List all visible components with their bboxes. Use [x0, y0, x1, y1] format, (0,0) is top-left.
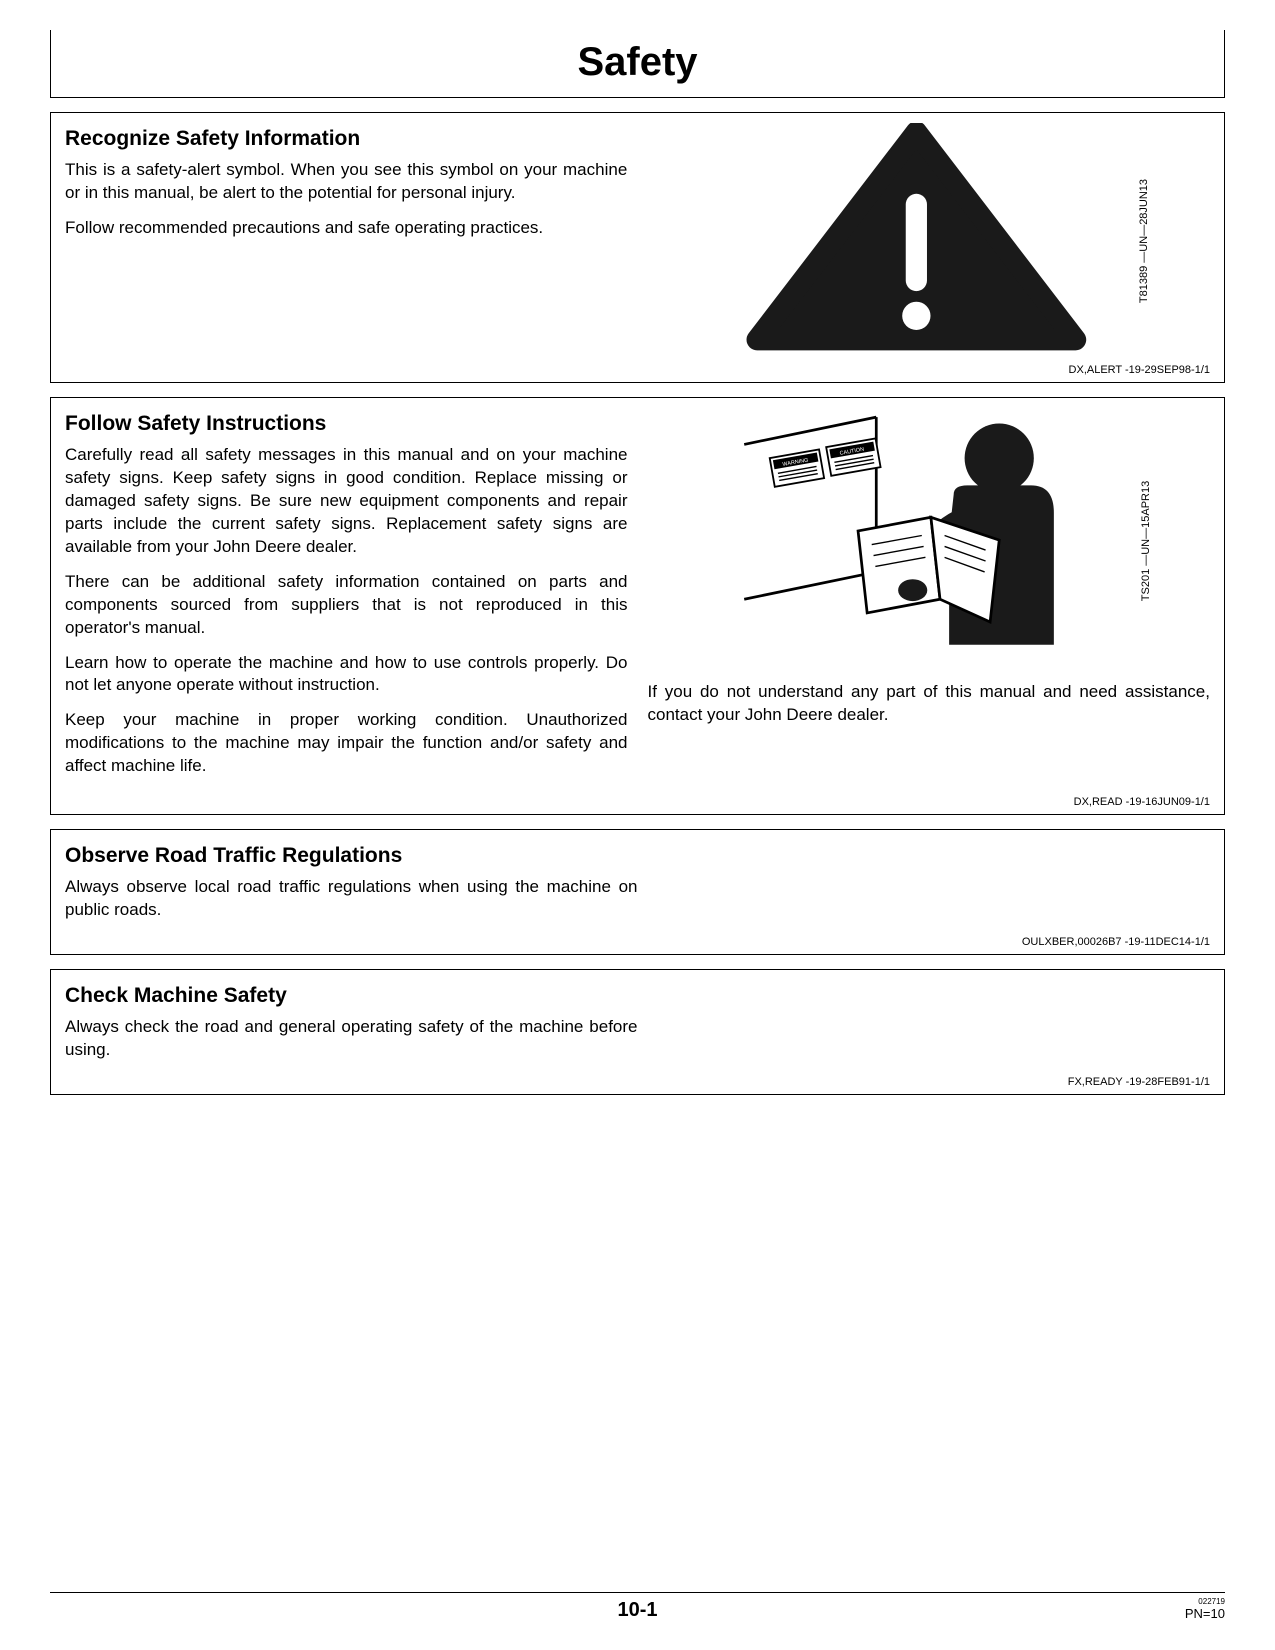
- section-recognize: Recognize Safety Information This is a s…: [50, 112, 1225, 383]
- footer-pn: PN=10: [1185, 1606, 1225, 1621]
- reference-code: FX,READY -19-28FEB91-1/1: [65, 1074, 1210, 1088]
- image-reference: T81389 —UN—28JUN13: [1138, 178, 1150, 302]
- section-title: Follow Safety Instructions: [65, 412, 628, 436]
- paragraph: Carefully read all safety messages in th…: [65, 444, 628, 559]
- section-recognize-figure: T81389 —UN—28JUN13: [647, 123, 1210, 358]
- paragraph: Follow recommended precautions and safe …: [65, 217, 627, 240]
- reference-code: OULXBER,00026B7 -19-11DEC14-1/1: [65, 934, 1210, 948]
- paragraph: Learn how to operate the machine and how…: [65, 652, 628, 698]
- paragraph: This is a safety-alert symbol. When you …: [65, 159, 627, 205]
- section-title: Observe Road Traffic Regulations: [65, 844, 1210, 868]
- section-follow-text-left: Follow Safety Instructions Carefully rea…: [65, 408, 628, 790]
- safety-alert-icon: [647, 123, 1186, 353]
- footer-date-code: 022719: [1185, 1597, 1225, 1606]
- section-title: Recognize Safety Information: [65, 127, 627, 151]
- paragraph: Keep your machine in proper working cond…: [65, 709, 628, 778]
- paragraph: There can be additional safety informati…: [65, 571, 628, 640]
- section-observe: Observe Road Traffic Regulations Always …: [50, 829, 1225, 955]
- reference-code: DX,ALERT -19-29SEP98-1/1: [65, 362, 1210, 376]
- paragraph: Always observe local road traffic regula…: [65, 876, 638, 922]
- section-follow: Follow Safety Instructions Carefully rea…: [50, 397, 1225, 815]
- page: Safety Recognize Safety Information This…: [0, 0, 1275, 1650]
- section-title: Check Machine Safety: [65, 984, 1210, 1008]
- page-title: Safety: [51, 40, 1224, 85]
- footer-right: 022719 PN=10: [1185, 1597, 1225, 1621]
- page-footer: 10-1 022719 PN=10: [50, 1592, 1225, 1622]
- section-recognize-text: Recognize Safety Information This is a s…: [65, 123, 627, 358]
- read-manual-icon: WARNING CAUTION: [648, 408, 1187, 663]
- section-follow-right: WARNING CAUTION: [648, 408, 1211, 790]
- reference-code: DX,READ -19-16JUN09-1/1: [65, 794, 1210, 808]
- paragraph: Always check the road and general operat…: [65, 1016, 638, 1062]
- footer-page-number: 10-1: [50, 1599, 1225, 1622]
- section-check: Check Machine Safety Always check the ro…: [50, 969, 1225, 1095]
- title-bar: Safety: [50, 30, 1225, 98]
- paragraph: If you do not understand any part of thi…: [648, 681, 1211, 727]
- image-reference: TS201 —UN—15APR13: [1140, 480, 1152, 600]
